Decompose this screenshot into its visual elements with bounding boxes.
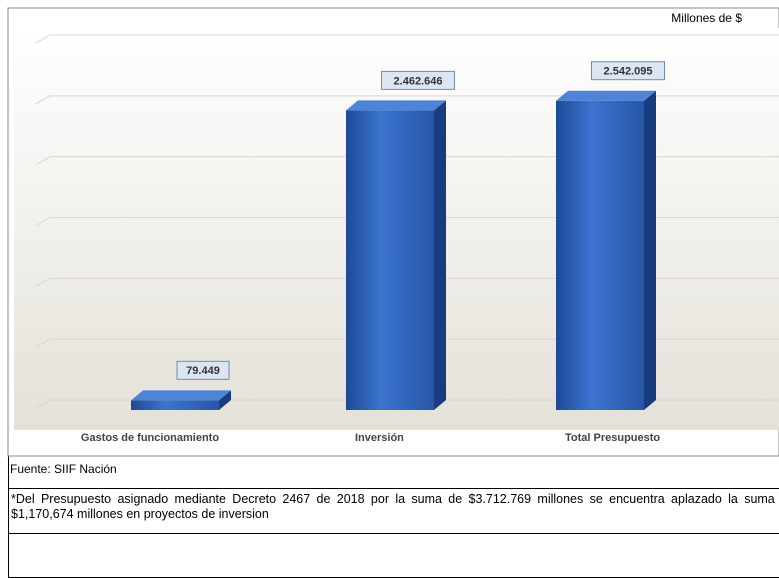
data-label: 2.542.095 (604, 66, 653, 78)
bar (556, 90, 656, 410)
bar (346, 100, 446, 411)
bar-top (346, 100, 446, 111)
grid-line (35, 217, 51, 226)
chart: Millones de $ Gastos de funcionamiento 79… (7, 7, 779, 457)
note: *Del Presupuesto asignado mediante Decre… (8, 488, 779, 534)
grid-line (35, 277, 51, 287)
grid-line (35, 156, 51, 166)
bar-front (131, 400, 219, 410)
bar-top (556, 90, 656, 101)
bar-side (219, 390, 231, 410)
unit-label: Millones de $ (671, 11, 742, 25)
bar (131, 390, 231, 410)
data-label: 79.449 (186, 365, 220, 377)
bar-front (346, 110, 434, 411)
data-label-box (591, 61, 665, 81)
x-tick-label: Total Presupuesto (565, 432, 660, 444)
source: Fuente: SIIF Nación (10, 462, 117, 476)
bar-side (434, 100, 446, 411)
data-label-box (381, 70, 455, 90)
bar-front (556, 100, 644, 410)
grid-line (35, 95, 51, 105)
grid-line (35, 399, 51, 409)
data-label-box (176, 360, 230, 380)
x-tick-label: Gastos de funcionamiento (81, 432, 219, 444)
x-tick-label: Inversión (355, 432, 404, 444)
bar-side (644, 90, 656, 410)
bar-top (131, 390, 231, 401)
grid-line (35, 34, 51, 44)
data-label: 2.462.646 (394, 75, 443, 87)
grid-line (35, 338, 51, 348)
